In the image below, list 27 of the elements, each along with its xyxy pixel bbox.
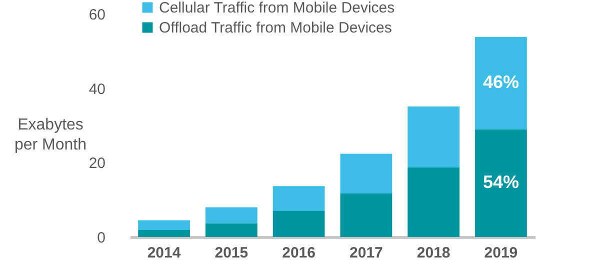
bar <box>340 194 392 237</box>
y-tick-label: 40 <box>88 80 106 98</box>
y-tick-label: 0 <box>97 230 106 246</box>
bar <box>138 230 190 237</box>
y-axis-title: Exabytes per Month <box>14 116 87 154</box>
bar <box>475 37 527 130</box>
bar <box>205 223 258 237</box>
legend-label: Offload Traffic from Mobile Devices <box>159 20 392 36</box>
bar <box>272 210 325 237</box>
bar <box>408 106 460 168</box>
x-tick-label: 2015 <box>214 244 248 262</box>
x-tick-label: 2016 <box>282 244 316 262</box>
x-tick-label: 2014 <box>147 244 182 262</box>
x-tick-label: 2018 <box>416 244 450 262</box>
legend-label: Cellular Traffic from Mobile Devices <box>159 0 395 16</box>
bar <box>340 154 392 194</box>
annotation: 46% <box>482 72 519 92</box>
y-tick-label: 20 <box>88 155 106 172</box>
x-tick-label: 2017 <box>350 244 383 262</box>
bar <box>272 186 325 211</box>
x-tick-label: 2019 <box>484 244 518 262</box>
y-tick-label: 60 <box>88 6 106 24</box>
bar <box>205 207 258 224</box>
bar <box>408 168 460 237</box>
annotation: 54% <box>482 172 519 192</box>
bar <box>475 129 527 237</box>
bar <box>138 220 190 230</box>
